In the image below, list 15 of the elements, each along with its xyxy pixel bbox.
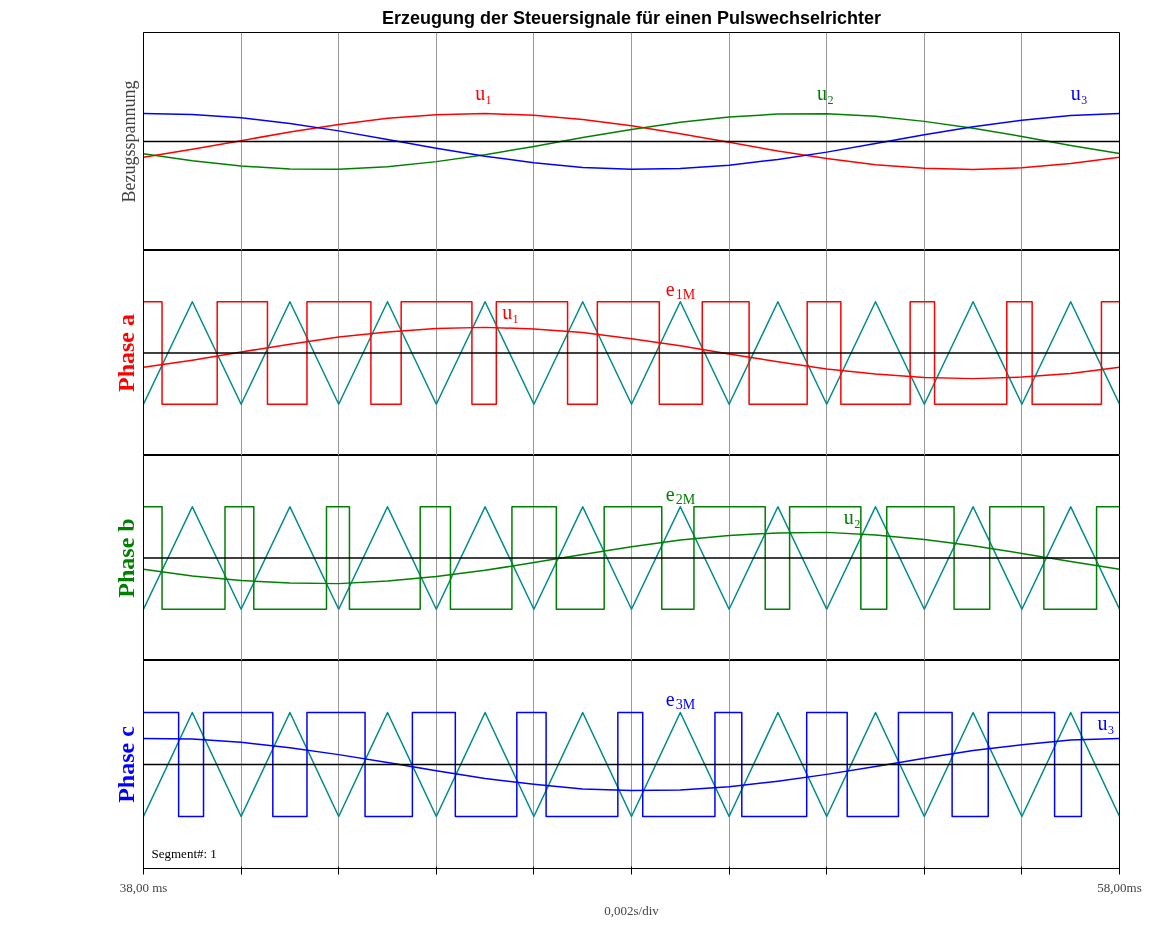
series-label: u₂ — [843, 506, 861, 529]
y-axis-title: Phase b — [112, 518, 139, 598]
series-label: u₁ — [475, 81, 493, 104]
chart-title: Erzeugung der Steuersignale für einen Pulswechselrichter — [381, 7, 882, 28]
series-label: u₃ — [1070, 81, 1088, 104]
y-axis-title: Phase a — [112, 314, 139, 392]
series-label: u₂ — [816, 82, 834, 105]
x-axis-title: 0,002s/div — [604, 902, 660, 918]
series-label: u₃ — [1097, 712, 1115, 735]
text: Segment#: 1 — [151, 845, 217, 861]
x-tick-label: 58,00ms — [1097, 879, 1142, 895]
y-axis-title: Bezugsspannung — [118, 80, 139, 203]
series-label: u₁ — [502, 301, 520, 324]
x-tick-label: 38,00 ms — [119, 879, 168, 895]
y-axis-title: Phase c — [112, 725, 139, 803]
